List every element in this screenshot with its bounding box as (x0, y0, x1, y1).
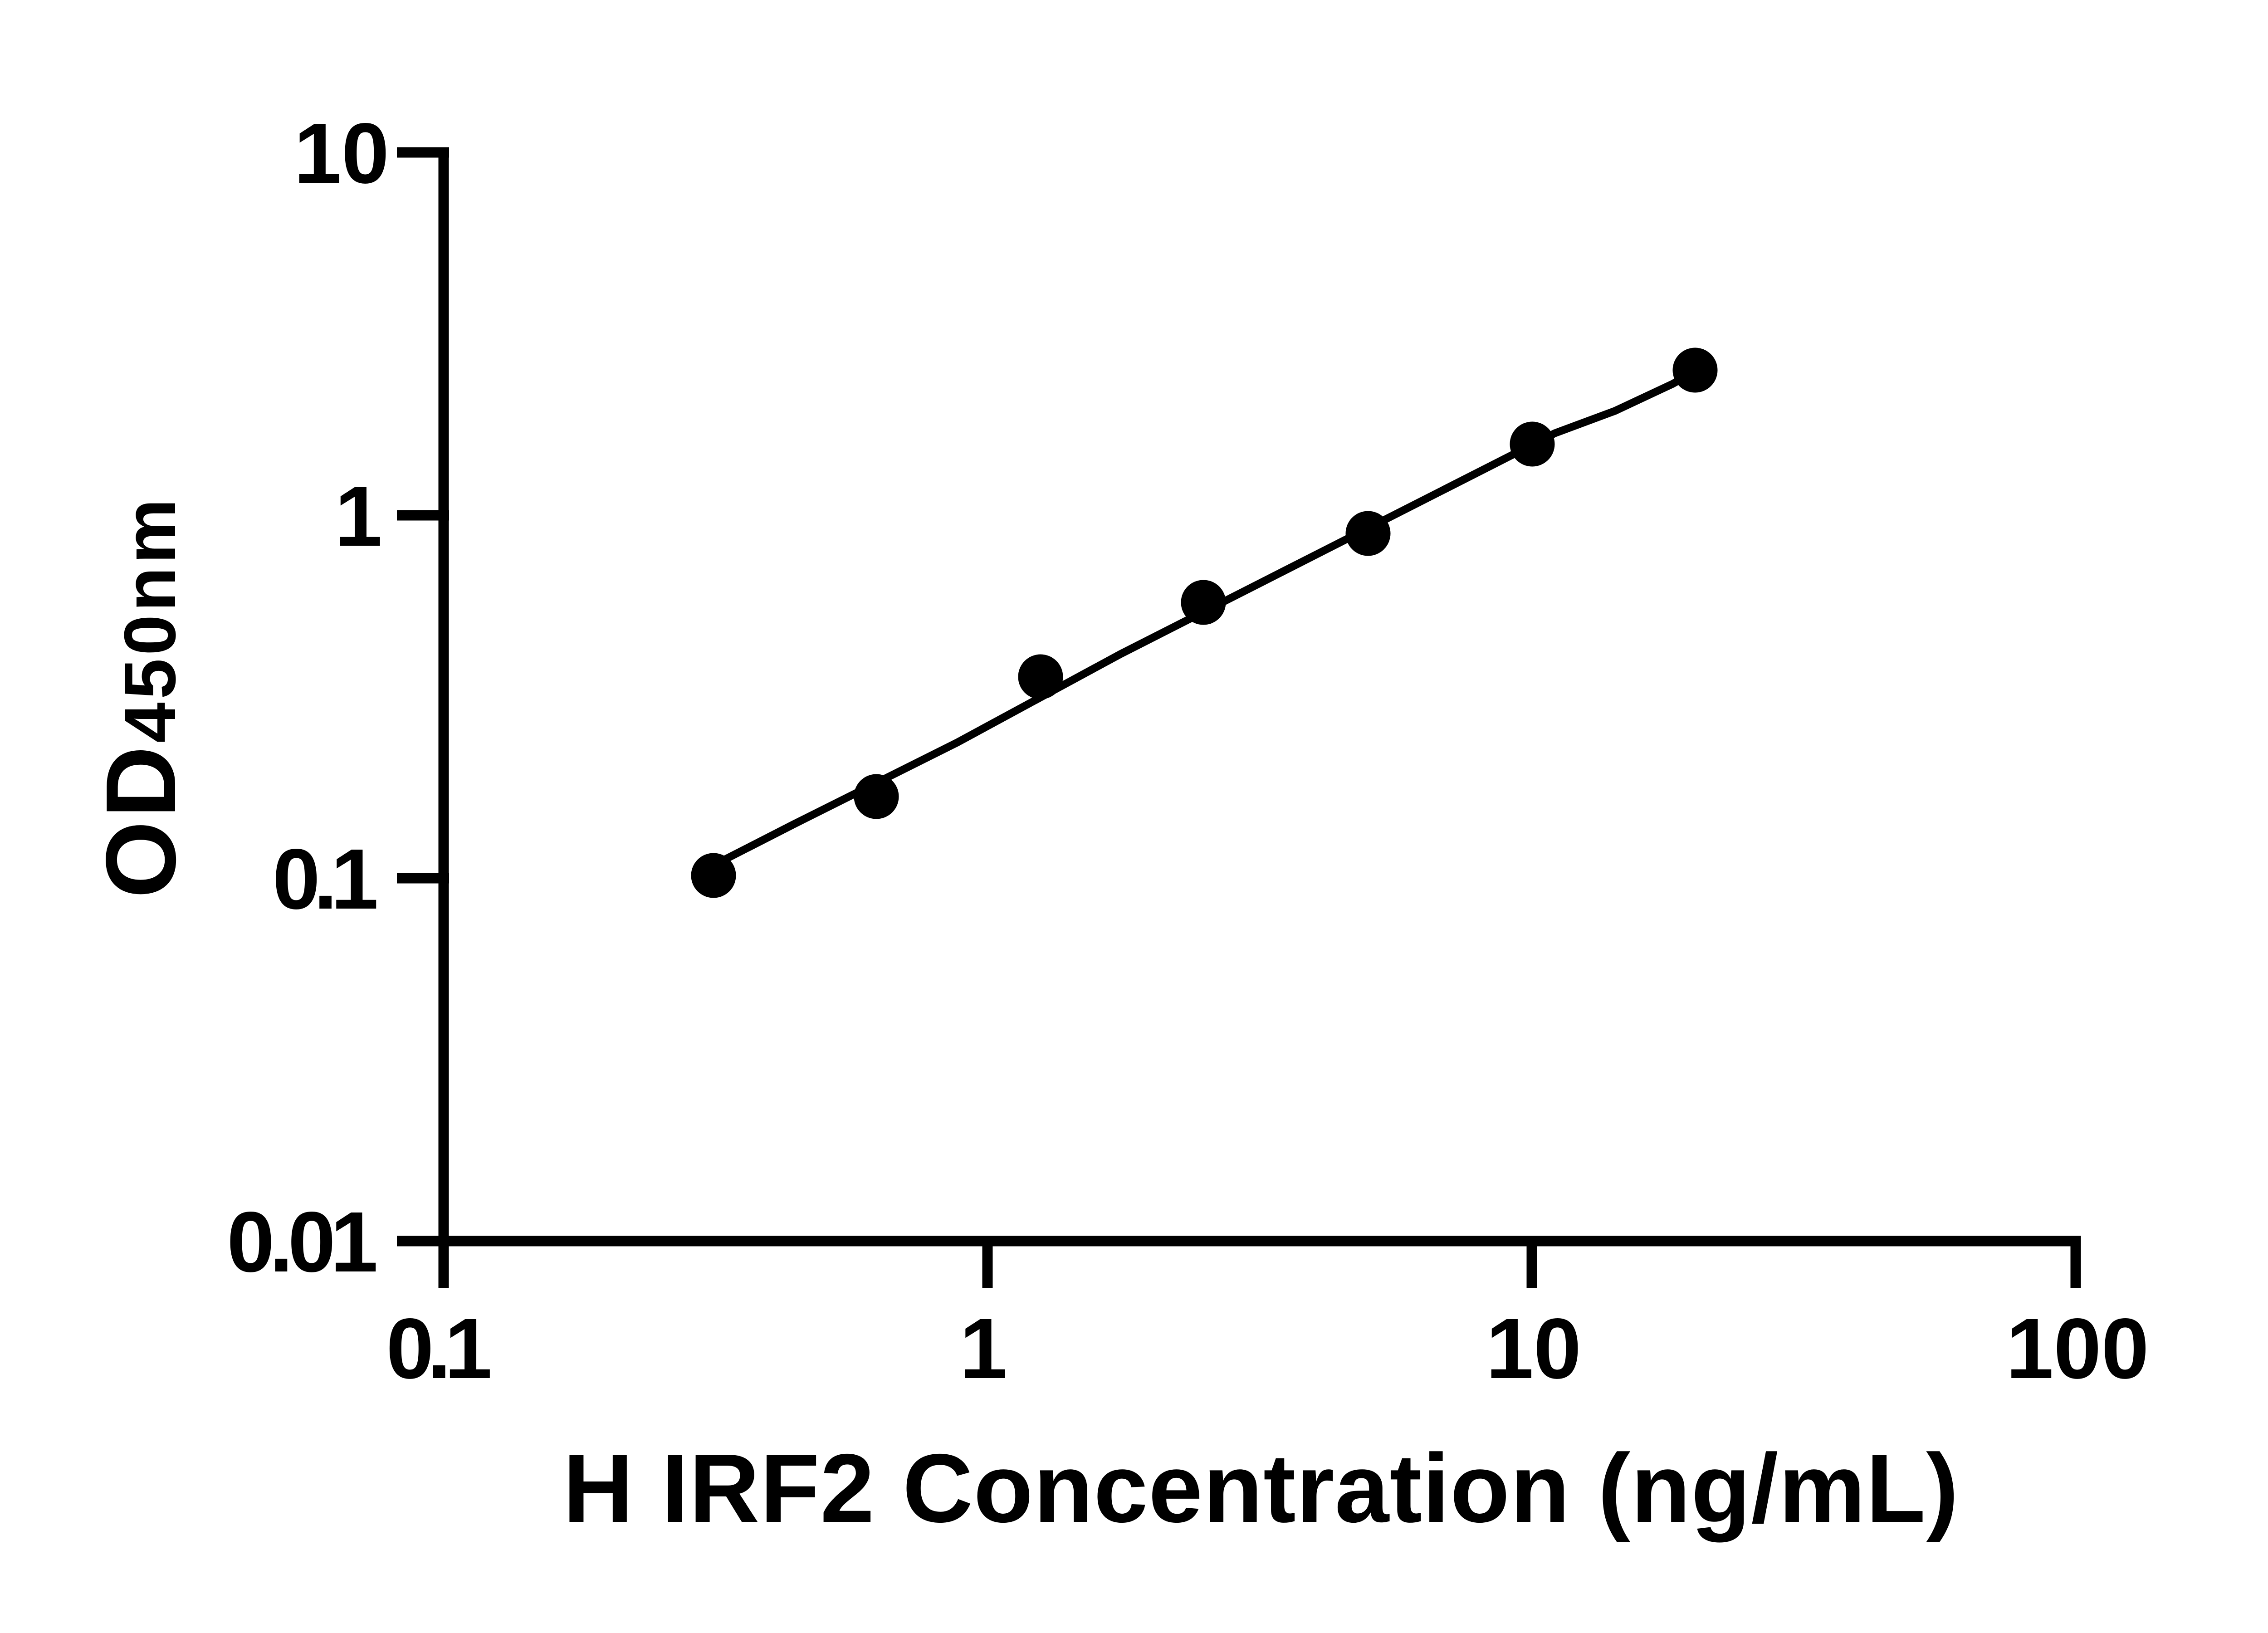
svg-text:10: 10 (1486, 1301, 1581, 1397)
svg-text:1: 1 (335, 469, 382, 564)
svg-text:0.1: 0.1 (386, 1301, 490, 1397)
svg-text:10: 10 (294, 106, 389, 201)
svg-text:0.1: 0.1 (273, 831, 376, 927)
svg-text:OD450nm: OD450nm (86, 496, 196, 899)
svg-text:100: 100 (2006, 1301, 2149, 1397)
svg-text:H IRF2 Concentration (ng/mL): H IRF2 Concentration (ng/mL) (563, 1433, 1959, 1543)
svg-text:1: 1 (959, 1301, 1007, 1397)
svg-text:0.01: 0.01 (227, 1194, 376, 1290)
